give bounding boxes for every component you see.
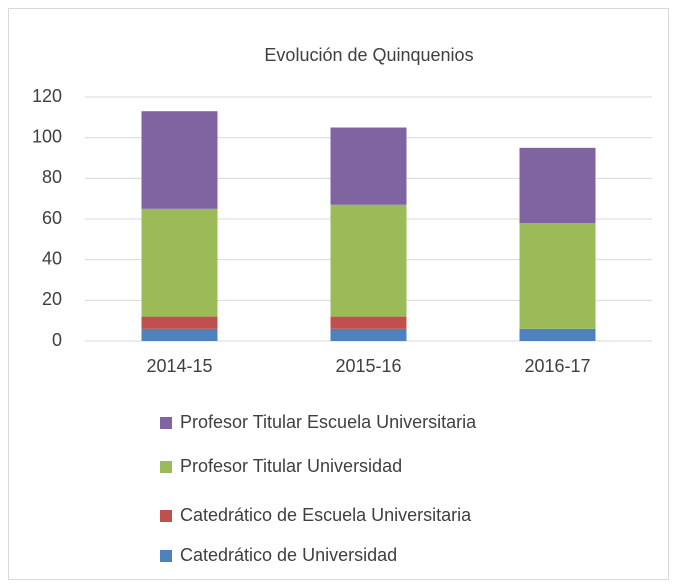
y-tick-label: 120 [32, 86, 62, 106]
x-tick-label: 2015-16 [335, 356, 401, 376]
legend-label: Catedrático de Universidad [180, 545, 397, 565]
bar-segment [330, 127, 407, 205]
legend-label: Profesor Titular Universidad [180, 456, 402, 476]
x-tick-label: 2014-15 [146, 356, 212, 376]
legend-label: Catedrático de Escuela Universitaria [180, 505, 472, 525]
bar-segment [141, 316, 218, 329]
y-tick-label: 20 [42, 289, 62, 309]
legend-swatch [160, 461, 172, 473]
bar-segment [519, 147, 596, 224]
bar-segment [330, 316, 407, 329]
y-tick-label: 0 [52, 330, 62, 350]
bar-segment [519, 328, 596, 341]
bar-segment [141, 328, 218, 341]
y-tick-label: 100 [32, 126, 62, 146]
bar-segment [330, 204, 407, 317]
y-tick-label: 60 [42, 208, 62, 228]
y-tick-label: 40 [42, 248, 62, 268]
legend-swatch [160, 510, 172, 522]
chart-title: Evolución de Quinquenios [264, 45, 473, 65]
bar-segment [141, 208, 218, 317]
bar-segment [519, 223, 596, 329]
legend-swatch [160, 550, 172, 562]
legend-label: Profesor Titular Escuela Universitaria [180, 412, 477, 432]
y-tick-label: 80 [42, 167, 62, 187]
bar-segment [330, 328, 407, 341]
legend-swatch [160, 417, 172, 429]
bar-segment [141, 111, 218, 209]
x-tick-label: 2016-17 [524, 356, 590, 376]
